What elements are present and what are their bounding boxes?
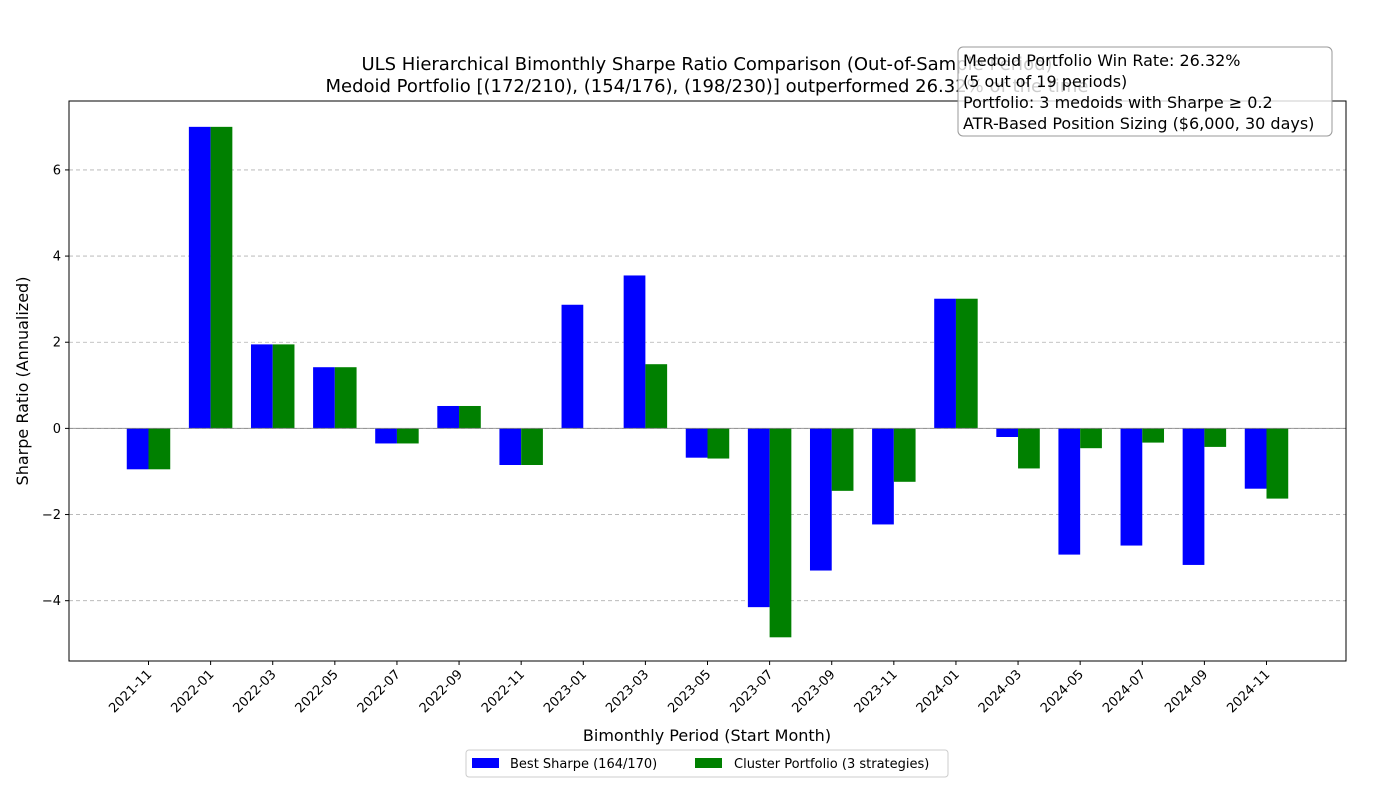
x-tick-label: 2023-09 — [790, 667, 839, 716]
bar-best-sharpe-2024-09 — [1182, 428, 1205, 565]
bar-cluster-portfolio-2022-03 — [272, 344, 295, 429]
x-tick-label: 2022-01 — [168, 667, 217, 716]
x-tick-label: 2024-11 — [1224, 667, 1273, 716]
bar-cluster-portfolio-2022-09 — [459, 405, 481, 429]
x-tick-label: 2022-05 — [293, 667, 342, 716]
y-tick-label: 4 — [53, 250, 61, 265]
chart-title: ULS Hierarchical Bimonthly Sharpe Ratio … — [361, 54, 1052, 75]
x-tick-label: 2024-07 — [1100, 667, 1149, 716]
x-tick-label: 2024-05 — [1038, 667, 1087, 716]
bar-cluster-portfolio-2024-01 — [955, 298, 978, 429]
y-axis-label: Sharpe Ratio (Annualized) — [13, 277, 32, 486]
bar-best-sharpe-2023-05 — [685, 428, 708, 458]
bar-best-sharpe-2022-11 — [499, 428, 522, 465]
x-tick-label: 2023-01 — [541, 667, 590, 716]
x-axis-label: Bimonthly Period (Start Month) — [583, 726, 831, 745]
annotation-box: Medoid Portfolio Win Rate: 26.32% (5 out… — [957, 46, 1333, 137]
bar-cluster-portfolio-2024-07 — [1142, 428, 1165, 443]
bar-cluster-portfolio-2023-03 — [645, 364, 668, 429]
x-tick-label: 2022-09 — [417, 667, 466, 716]
bar-best-sharpe-2024-05 — [1058, 428, 1081, 555]
bar-cluster-portfolio-2024-05 — [1080, 428, 1102, 449]
annotation-line: Medoid Portfolio Win Rate: 26.32% — [963, 51, 1241, 70]
bar-best-sharpe-2024-11 — [1244, 428, 1267, 489]
bar-best-sharpe-2023-11 — [872, 428, 894, 525]
bar-cluster-portfolio-2023-07 — [769, 428, 792, 638]
bar-best-sharpe-2022-07 — [375, 428, 397, 444]
bar-cluster-portfolio-2024-09 — [1204, 428, 1227, 447]
x-tick-label: 2024-03 — [976, 667, 1025, 716]
legend-label-best-sharpe: Best Sharpe (164/170) — [510, 757, 657, 772]
bar-best-sharpe-2022-05 — [313, 367, 335, 429]
bar-best-sharpe-2022-03 — [250, 344, 273, 429]
bar-cluster-portfolio-2023-11 — [893, 428, 916, 482]
bar-cluster-portfolio-2021-11 — [148, 428, 171, 470]
legend: Best Sharpe (164/170) Cluster Portfolio … — [465, 749, 949, 778]
bar-best-sharpe-2023-09 — [809, 428, 832, 571]
y-tick-label: −2 — [42, 508, 61, 523]
bar-best-sharpe-2024-01 — [934, 298, 956, 429]
bar-cluster-portfolio-2024-11 — [1266, 428, 1289, 499]
bar-cluster-portfolio-2023-09 — [831, 428, 854, 491]
chart-subtitle: Medoid Portfolio [(172/210), (154/176), … — [325, 76, 1088, 97]
bar-cluster-portfolio-2022-11 — [521, 428, 543, 465]
annotation-line: Portfolio: 3 medoids with Sharpe ≥ 0.2 — [963, 93, 1273, 112]
x-tick-label: 2023-07 — [727, 667, 776, 716]
bar-cluster-portfolio-2024-03 — [1018, 428, 1040, 469]
y-tick-label: 6 — [53, 163, 61, 178]
annotation-line: ATR-Based Position Sizing ($6,000, 30 da… — [963, 114, 1314, 133]
bar-cluster-portfolio-2023-05 — [707, 428, 730, 459]
y-tick-label: −4 — [42, 594, 61, 609]
bar-best-sharpe-2024-07 — [1120, 428, 1143, 546]
bar-best-sharpe-2022-09 — [437, 405, 460, 429]
annotation-line: (5 out of 19 periods) — [963, 72, 1127, 91]
x-tick-label: 2024-09 — [1162, 667, 1211, 716]
bar-best-sharpe-2023-03 — [623, 275, 646, 429]
y-tick-label: 0 — [53, 422, 61, 437]
x-tick-label: 2023-11 — [852, 667, 901, 716]
y-axis-ticks: −4 −2 0 2 4 6 — [42, 163, 69, 609]
x-tick-label: 2023-03 — [603, 667, 652, 716]
bar-cluster-portfolio-2022-01 — [210, 126, 233, 429]
x-tick-label: 2022-03 — [231, 667, 280, 716]
bar-best-sharpe-2023-01 — [561, 304, 584, 429]
bar-best-sharpe-2022-01 — [188, 126, 211, 429]
x-axis-ticks: 2021-11 2022-01 2022-03 2022-05 2022-07 2022-… — [106, 661, 1273, 716]
x-tick-label: 2024-01 — [914, 667, 963, 716]
bar-best-sharpe-2021-11 — [126, 428, 149, 470]
bars — [126, 126, 1289, 638]
bar-best-sharpe-2024-03 — [996, 428, 1019, 437]
legend-label-cluster-portfolio: Cluster Portfolio (3 strategies) — [734, 757, 929, 772]
annotation-box-frame — [957, 46, 1333, 137]
legend-swatch-best-sharpe — [472, 758, 499, 768]
bar-best-sharpe-2023-07 — [747, 428, 770, 608]
x-tick-label: 2022-07 — [355, 667, 404, 716]
bar-cluster-portfolio-2022-07 — [396, 428, 419, 444]
y-tick-label: 2 — [53, 336, 61, 351]
x-tick-label: 2023-05 — [665, 667, 714, 716]
x-tick-label: 2021-11 — [106, 667, 155, 716]
legend-swatch-cluster-portfolio — [695, 758, 722, 768]
x-tick-label: 2022-11 — [479, 667, 528, 716]
bar-cluster-portfolio-2022-05 — [334, 367, 357, 429]
